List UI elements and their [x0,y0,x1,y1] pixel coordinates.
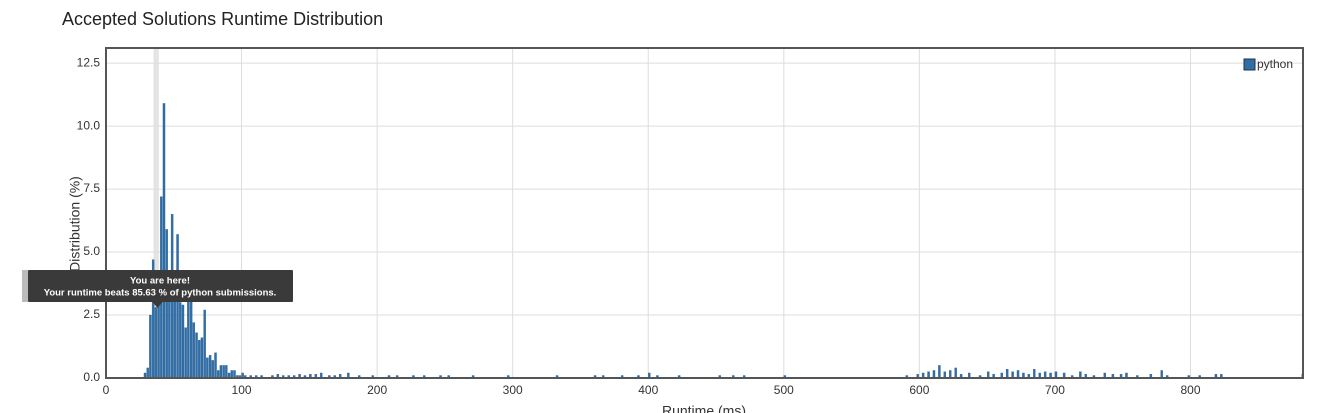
bar [233,370,236,379]
tooltip-box [28,270,293,302]
bar [938,365,941,379]
y-tick-label: 2.5 [83,307,100,321]
bar [219,365,223,379]
bar [149,314,152,379]
bar [211,360,214,379]
y-tick-label: 12.5 [77,55,101,69]
tooltip-edge [22,270,28,302]
bar [179,302,182,379]
bar [954,367,957,379]
tooltip-arrow [152,302,163,308]
y-tick-label: 7.5 [83,181,100,195]
bar [165,229,168,379]
x-tick-label: 800 [1180,383,1200,397]
bar [187,297,190,379]
bar [203,309,206,379]
y-tick-label: 0.0 [83,370,100,384]
x-tick-label: 600 [909,383,929,397]
bar [157,302,160,379]
bar [949,370,952,379]
bar [176,234,179,379]
x-tick-label: 300 [503,383,523,397]
x-tick-label: 400 [638,383,658,397]
bar [162,103,166,379]
y-axis-label: Distribution (%) [67,176,83,272]
bar [146,367,149,379]
bar [173,294,177,379]
x-tick-label: 500 [774,383,794,397]
y-tick-label: 10.0 [77,118,101,132]
bar [184,327,187,379]
bar [1005,369,1009,379]
bar [208,355,212,379]
x-tick-label: 0 [103,383,110,397]
bar [1160,370,1163,379]
x-tick-label: 700 [1045,383,1065,397]
highlight-band [153,48,159,378]
x-axis-label: Runtime (ms) [662,403,746,413]
x-tick-label: 200 [367,383,387,397]
bar [154,307,158,379]
bar [932,370,936,379]
bar [198,340,201,379]
tooltip-title: You are here! [130,276,190,287]
bar [206,357,209,379]
bar [217,370,220,379]
bar [1033,369,1036,379]
x-tick-label: 100 [232,383,252,397]
chart-title: Accepted Solutions Runtime Distribution [62,9,383,29]
bar [225,365,228,379]
bar [200,337,204,379]
bar [214,352,217,379]
tooltip-text: Your runtime beats 85.63 % of python sub… [44,288,277,299]
bar [195,332,198,379]
bar [181,304,185,379]
legend-swatch [1243,58,1256,71]
bar [230,370,233,379]
legend-label: python [1257,57,1293,71]
y-tick-label: 5.0 [83,244,100,258]
plot-frame [105,47,1304,379]
bar [222,365,225,379]
bar [1016,370,1020,379]
bar [192,322,196,379]
